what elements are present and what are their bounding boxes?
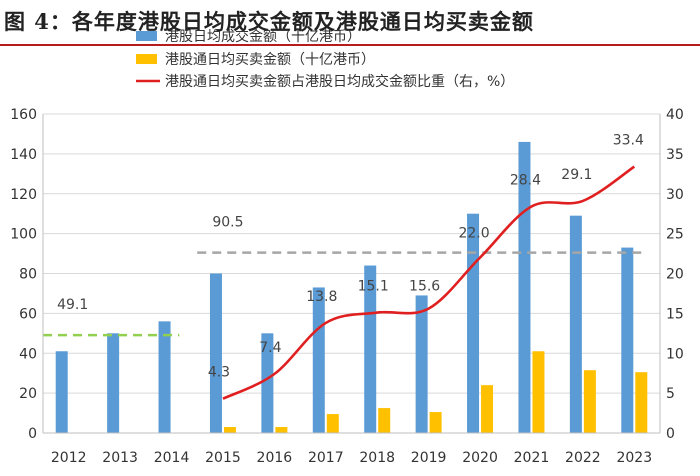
ratio-line: [222, 165, 636, 400]
legend-swatch-bar-blue: [136, 31, 157, 41]
bar-connect-turnover: [275, 427, 288, 433]
bar-hk-turnover: [55, 351, 68, 433]
bars: [55, 141, 648, 433]
data-label: 90.5: [212, 215, 243, 231]
x-tick-label: 2014: [154, 450, 190, 466]
bar-hk-turnover: [364, 265, 377, 433]
data-label: 15.1: [358, 279, 389, 295]
bar-connect-turnover: [583, 370, 596, 433]
bar-hk-turnover: [158, 321, 171, 433]
y2-tick-label: 30: [666, 187, 684, 203]
y-tick-label: 120: [10, 187, 37, 203]
x-tick-label: 2012: [51, 450, 87, 466]
y2-tick-label: 15: [666, 306, 684, 322]
x-tick-label: 2013: [102, 450, 138, 466]
bar-hk-turnover: [209, 273, 222, 433]
y-tick-label: 60: [19, 306, 37, 322]
data-label: 22.0: [458, 226, 489, 242]
x-tick-label: 2019: [411, 450, 447, 466]
bar-hk-turnover: [312, 287, 325, 433]
bar-hk-turnover: [569, 215, 582, 433]
x-tick-label: 2018: [359, 450, 395, 466]
x-tick-label: 2023: [616, 450, 652, 466]
bar-hk-turnover: [467, 213, 480, 433]
data-label: 15.6: [409, 279, 440, 295]
legend-label: 港股日均成交金额（十亿港币）: [165, 28, 361, 45]
bar-hk-turnover: [107, 333, 120, 433]
legend-swatch-bar-gold: [136, 54, 157, 64]
data-label: 4.3: [208, 365, 230, 381]
y-tick-label: 140: [10, 147, 37, 163]
y-tick-label: 160: [10, 107, 37, 123]
y2-tick-label: 40: [666, 107, 684, 123]
ratio-line-path: [222, 165, 636, 400]
y2-tick-label: 25: [666, 227, 684, 243]
figure-header: 图 4：各年度港股日均成交金额及港股通日均买卖金额: [0, 0, 700, 46]
y-tick-label: 0: [28, 426, 37, 442]
y-tick-label: 20: [19, 386, 37, 402]
x-tick-label: 2016: [257, 450, 293, 466]
bar-connect-turnover: [378, 408, 391, 433]
legend: 港股日均成交金额（十亿港币） 港股通日均买卖金额（十亿港币） 港股通日均买卖金额占港…: [136, 28, 514, 90]
x-tick-label: 2015: [205, 450, 241, 466]
y-tick-label: 80: [19, 267, 37, 283]
data-label: 13.8: [306, 289, 337, 305]
legend-label: 港股通日均买卖金额（十亿港币）: [165, 52, 375, 68]
y2-tick-label: 35: [666, 147, 684, 163]
data-label: 7.4: [259, 340, 281, 356]
y-tick-label: 40: [19, 346, 37, 362]
axes: 0 20 40 60 80 100 120 140 160 0 5 10 15 20 25 30 35 40 201…: [10, 107, 684, 466]
bar-hk-turnover: [621, 247, 634, 433]
bar-hk-turnover: [415, 295, 428, 433]
chart-title: 图 4：各年度港股日均成交金额及港股通日均买卖金额: [4, 9, 534, 34]
bar-connect-turnover: [481, 385, 494, 433]
y2-tick-label: 10: [666, 346, 684, 362]
reference-lines: [43, 251, 643, 337]
data-label: 49.1: [57, 297, 88, 313]
header-rule: [0, 44, 700, 46]
gridlines: [43, 113, 660, 434]
x-tick-label: 2021: [514, 450, 550, 466]
x-tick-label: 2017: [308, 450, 344, 466]
bar-connect-turnover: [532, 351, 545, 433]
y2-tick-label: 0: [666, 426, 675, 442]
legend-label: 港股通日均买卖金额占港股日均成交金额比重（右，%）: [165, 73, 514, 90]
y-tick-label: 100: [10, 227, 37, 243]
y2-tick-label: 5: [666, 386, 675, 402]
x-tick-label: 2022: [565, 450, 601, 466]
bar-connect-turnover: [429, 412, 442, 433]
x-tick-label: 2020: [462, 450, 498, 466]
y2-tick-label: 20: [666, 267, 684, 283]
data-labels: 49.1 90.5 4.3 7.4 13.8 15.1 15.6 22.0 28.4 29.1 33…: [57, 133, 644, 381]
data-label: 33.4: [613, 133, 644, 149]
data-label: 28.4: [510, 173, 541, 189]
bar-connect-turnover: [326, 414, 339, 433]
bar-connect-turnover: [635, 372, 648, 433]
bar-hk-turnover: [261, 333, 274, 433]
bar-connect-turnover: [223, 427, 236, 433]
data-label: 29.1: [561, 167, 592, 183]
